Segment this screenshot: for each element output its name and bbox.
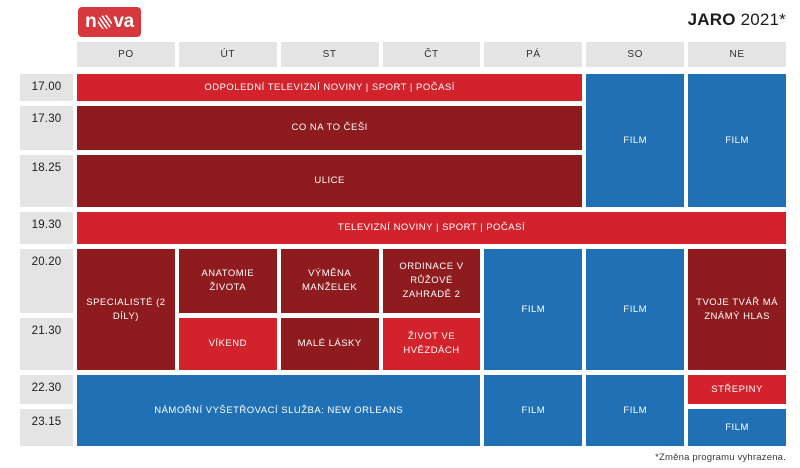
program-cell-vymena-manzelek: VÝMĚNA MANŽELEK bbox=[280, 249, 379, 313]
program-cell-tvoje-tvar-ma-znamy-hlas: TVOJE TVÁŘ MÁ ZNÁMÝ HLAS bbox=[688, 249, 786, 370]
program-cell-male-lasky: MALÉ LÁSKY bbox=[280, 318, 379, 370]
page-title: JARO 2021* bbox=[688, 10, 786, 30]
program-cell-namorni-vysetrovaci-sluzba-new-orleans: NÁMOŘNÍ VYŠETŘOVACÍ SLUŽBA: NEW ORLEANS bbox=[77, 375, 481, 446]
program-cell-ordinace-v-ruzove-zahrade-2: ORDINACE V RŮŽOVÉ ZAHRADĚ 2 bbox=[382, 249, 481, 313]
program-cell-film: FILM bbox=[688, 74, 786, 207]
nova-o-icon bbox=[97, 15, 112, 29]
program-cell-anatomie-zivota: ANATOMIE ŽIVOTA bbox=[178, 249, 277, 313]
time-label-20-20: 20.20 bbox=[20, 249, 73, 313]
topbar: n va JARO 2021* bbox=[20, 0, 786, 42]
day-header-row: PO ÚT ST ČT PÁ SO NE bbox=[20, 42, 786, 67]
program-cell-film: FILM bbox=[586, 375, 685, 446]
program-cell-film: FILM bbox=[586, 249, 685, 370]
nova-logo-left-text: n bbox=[85, 11, 97, 32]
nova-logo: n va bbox=[78, 7, 141, 37]
day-header-po: PO bbox=[77, 42, 175, 67]
day-header-pa: PÁ bbox=[484, 42, 583, 67]
program-cell-vikend: VÍKEND bbox=[178, 318, 277, 370]
day-header-ut: ÚT bbox=[178, 42, 277, 67]
time-label-23-15: 23.15 bbox=[20, 409, 73, 446]
time-label-21-30: 21.30 bbox=[20, 318, 73, 370]
season-year: 2021* bbox=[735, 10, 786, 29]
time-label-17-00: 17.00 bbox=[20, 74, 73, 101]
day-header-ct: ČT bbox=[382, 42, 481, 67]
time-label-19-30: 19.30 bbox=[20, 212, 73, 244]
program-cell-film: FILM bbox=[688, 409, 786, 446]
program-cell-film: FILM bbox=[484, 249, 583, 370]
program-cell-specialiste-2-dily: SPECIALISTÉ (2 DÍLY) bbox=[77, 249, 175, 370]
day-header-st: ST bbox=[280, 42, 379, 67]
program-cell-co-na-to-cesi: CO NA TO ČEŠI bbox=[77, 106, 583, 150]
day-header-ne: NE bbox=[688, 42, 786, 67]
program-cell-odpoledni-televizni-noviny-sport-pocasi: ODPOLEDNÍ TELEVIZNÍ NOVINY | SPORT | POČ… bbox=[77, 74, 583, 101]
program-cell-televizni-noviny-sport-pocasi: TELEVIZNÍ NOVINY | SPORT | POČASÍ bbox=[77, 212, 786, 244]
time-label-18-25: 18.25 bbox=[20, 155, 73, 207]
nova-logo-right-text: va bbox=[113, 11, 134, 32]
program-cell-ulice: ULICE bbox=[77, 155, 583, 207]
program-cell-zivot-ve-hvezdach: ŽIVOT VE HVĚZDÁCH bbox=[382, 318, 481, 370]
program-cell-film: FILM bbox=[586, 74, 685, 207]
schedule-grid: 17.00 17.30 18.25 19.30 20.20 21.30 22.30 23.15… bbox=[20, 74, 786, 446]
time-label-17-30: 17.30 bbox=[20, 106, 73, 150]
day-header-so: SO bbox=[586, 42, 685, 67]
time-label-22-30: 22.30 bbox=[20, 375, 73, 404]
program-cell-film: FILM bbox=[484, 375, 583, 446]
season-name: JARO bbox=[687, 10, 736, 29]
footer-note: *Změna programu vyhrazena. bbox=[655, 452, 786, 463]
program-cell-strepiny: STŘEPINY bbox=[688, 375, 786, 404]
